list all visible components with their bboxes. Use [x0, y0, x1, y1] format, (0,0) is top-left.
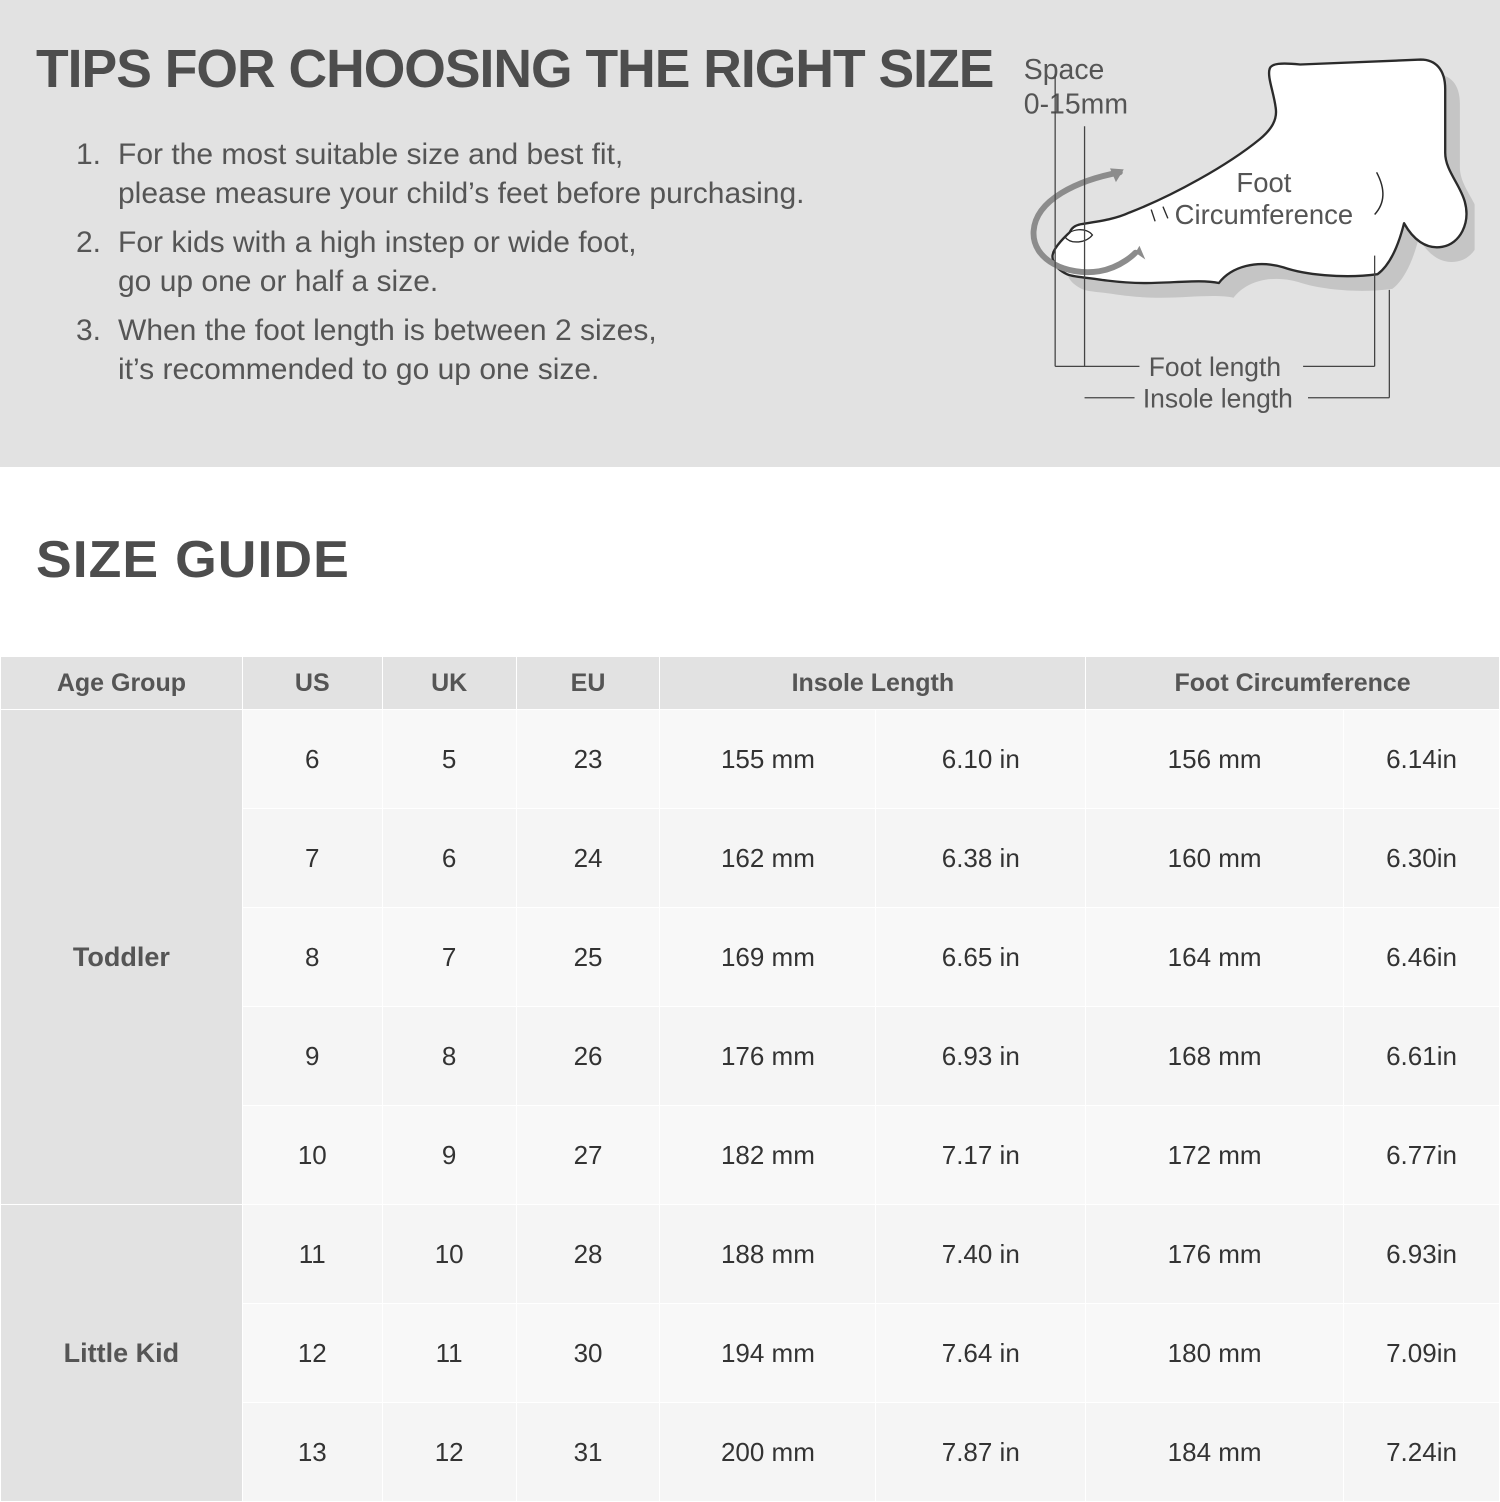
svg-text:Foot: Foot	[1236, 167, 1291, 198]
svg-text:Circumference: Circumference	[1175, 199, 1353, 230]
svg-text:Foot length: Foot length	[1149, 352, 1281, 382]
svg-text:Space: Space	[1024, 54, 1105, 86]
svg-text:0-15mm: 0-15mm	[1024, 89, 1128, 121]
svg-text:Insole length: Insole length	[1143, 384, 1293, 414]
